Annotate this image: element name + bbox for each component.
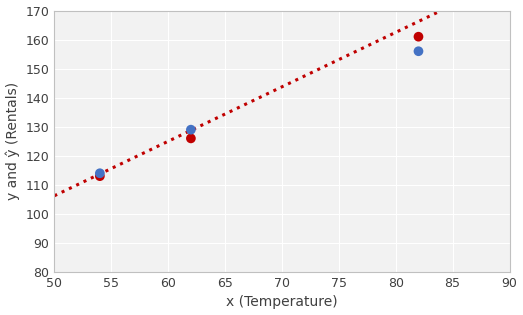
X-axis label: x (Temperature): x (Temperature) [226,295,338,309]
Point [96,171,104,176]
Point [187,136,195,141]
Point [96,174,104,179]
Point [187,127,195,132]
Point [414,49,423,54]
Point [414,34,423,39]
Y-axis label: y and ŷ (Rentals): y and ŷ (Rentals) [6,82,20,200]
